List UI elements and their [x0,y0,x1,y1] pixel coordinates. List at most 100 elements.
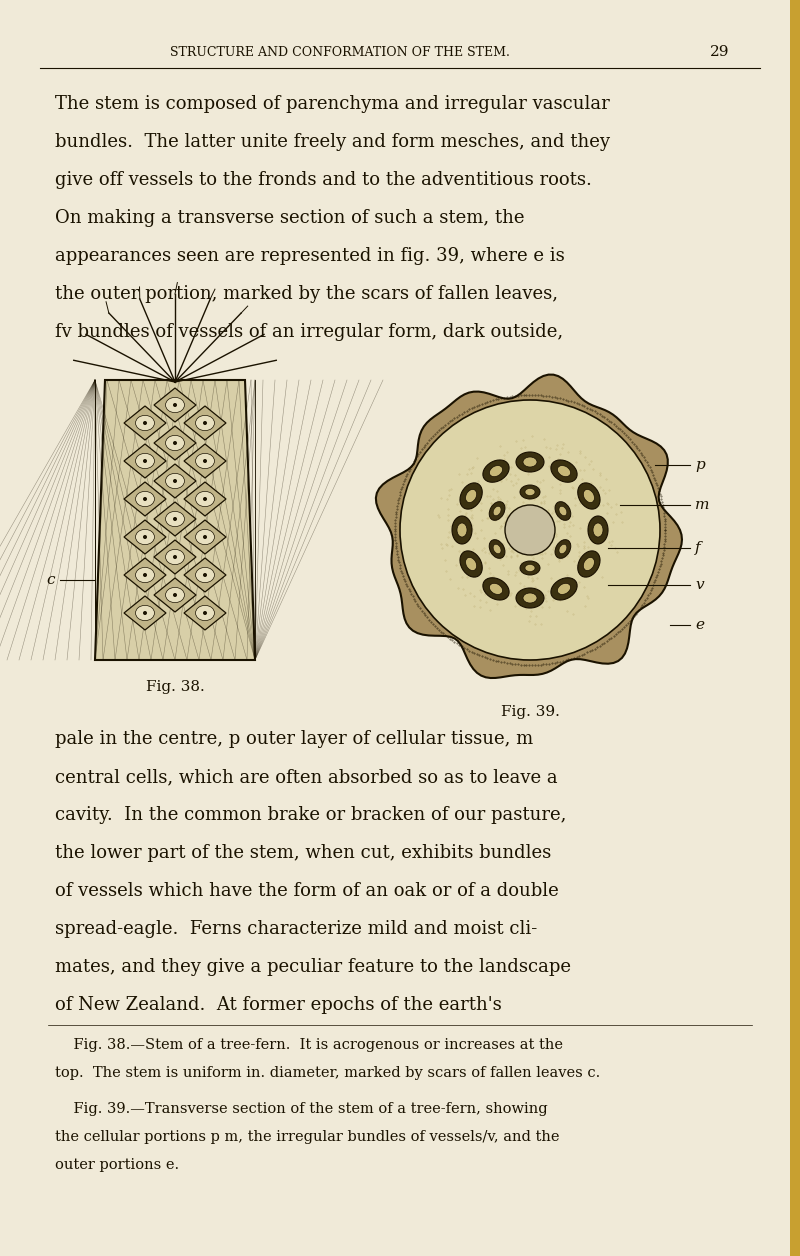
Text: give off vessels to the fronds and to the adventitious roots.: give off vessels to the fronds and to th… [55,171,592,188]
Circle shape [143,573,147,577]
Ellipse shape [583,558,594,570]
Ellipse shape [490,501,505,520]
Ellipse shape [490,583,502,594]
Ellipse shape [460,551,482,577]
Ellipse shape [195,568,214,583]
Text: e: e [695,618,704,632]
Text: top.  The stem is uniform in. diameter, marked by scars of fallen leaves c.: top. The stem is uniform in. diameter, m… [55,1066,600,1080]
Ellipse shape [551,460,577,482]
Circle shape [400,399,660,659]
Bar [790,0,800,1256]
Text: the cellular portions p m, the irregular bundles of vessels/v, and the: the cellular portions p m, the irregular… [55,1130,559,1144]
Ellipse shape [135,568,154,583]
Polygon shape [124,406,166,440]
Ellipse shape [166,511,185,526]
Text: On making a transverse section of such a stem, the: On making a transverse section of such a… [55,208,525,227]
Ellipse shape [520,561,540,575]
Polygon shape [184,520,226,554]
Ellipse shape [460,482,482,509]
Polygon shape [184,445,226,479]
Polygon shape [95,381,255,659]
Circle shape [143,458,147,463]
Circle shape [173,479,177,484]
Ellipse shape [483,460,509,482]
Text: cavity.  In the common brake or bracken of our pasture,: cavity. In the common brake or bracken o… [55,806,566,824]
Circle shape [505,505,555,555]
Ellipse shape [523,457,537,467]
Circle shape [203,535,207,539]
Ellipse shape [135,453,154,468]
Ellipse shape [195,529,214,545]
Circle shape [173,593,177,597]
Ellipse shape [166,436,185,451]
Polygon shape [154,388,196,422]
Text: the lower part of the stem, when cut, exhibits bundles: the lower part of the stem, when cut, ex… [55,844,551,862]
Polygon shape [184,597,226,631]
Text: bundles.  The latter unite freely and form mesches, and they: bundles. The latter unite freely and for… [55,133,610,151]
Circle shape [173,555,177,559]
Polygon shape [124,482,166,516]
Text: 29: 29 [710,45,730,59]
Ellipse shape [166,549,185,565]
Ellipse shape [516,452,544,472]
Text: The stem is composed of parenchyma and irregular vascular: The stem is composed of parenchyma and i… [55,95,610,113]
Circle shape [203,573,207,577]
Polygon shape [184,406,226,440]
Ellipse shape [135,491,154,506]
Polygon shape [154,578,196,612]
Polygon shape [154,426,196,460]
Ellipse shape [525,489,535,496]
Polygon shape [154,502,196,536]
Ellipse shape [195,491,214,506]
Text: the outer portion, marked by the scars of fallen leaves,: the outer portion, marked by the scars o… [55,285,558,303]
Ellipse shape [558,583,570,594]
Ellipse shape [559,544,567,554]
Text: pale in the centre, p outer layer of cellular tissue, m: pale in the centre, p outer layer of cel… [55,730,534,749]
Text: of New Zealand.  At former epochs of the earth's: of New Zealand. At former epochs of the … [55,996,502,1014]
Ellipse shape [593,522,603,538]
Text: c: c [46,573,55,587]
Text: mates, and they give a peculiar feature to the landscape: mates, and they give a peculiar feature … [55,958,571,976]
Ellipse shape [525,564,535,571]
Circle shape [143,535,147,539]
Text: STRUCTURE AND CONFORMATION OF THE STEM.: STRUCTURE AND CONFORMATION OF THE STEM. [170,45,510,59]
Ellipse shape [516,588,544,608]
Circle shape [203,497,207,501]
Circle shape [173,403,177,407]
Polygon shape [184,558,226,592]
Text: Fig. 38.: Fig. 38. [146,679,204,695]
Ellipse shape [195,453,214,468]
Polygon shape [124,597,166,631]
Ellipse shape [466,558,477,570]
Polygon shape [376,374,682,678]
Polygon shape [124,445,166,479]
Text: p: p [695,458,705,472]
Ellipse shape [466,490,477,502]
Ellipse shape [490,540,505,559]
Text: fv bundles of vessels of an irregular form, dark outside,: fv bundles of vessels of an irregular fo… [55,323,563,340]
Ellipse shape [135,605,154,620]
Ellipse shape [578,482,600,509]
Ellipse shape [558,466,570,477]
Text: appearances seen are represented in fig. 39, where e is: appearances seen are represented in fig.… [55,247,565,265]
Text: central cells, which are often absorbed so as to leave a: central cells, which are often absorbed … [55,767,558,786]
Text: Fig. 39.—Transverse section of the stem of a tree-fern, showing: Fig. 39.—Transverse section of the stem … [55,1102,548,1117]
Circle shape [143,497,147,501]
Text: outer portions e.: outer portions e. [55,1158,179,1172]
Circle shape [203,421,207,425]
Circle shape [203,610,207,615]
Ellipse shape [523,593,537,603]
Ellipse shape [520,485,540,499]
Ellipse shape [483,578,509,600]
Ellipse shape [135,529,154,545]
Text: f: f [695,541,701,555]
Ellipse shape [195,416,214,431]
Ellipse shape [555,540,570,559]
Polygon shape [154,540,196,574]
Polygon shape [154,463,196,497]
Ellipse shape [166,397,185,413]
Ellipse shape [551,578,577,600]
Ellipse shape [457,522,467,538]
Polygon shape [184,482,226,516]
Ellipse shape [578,551,600,577]
